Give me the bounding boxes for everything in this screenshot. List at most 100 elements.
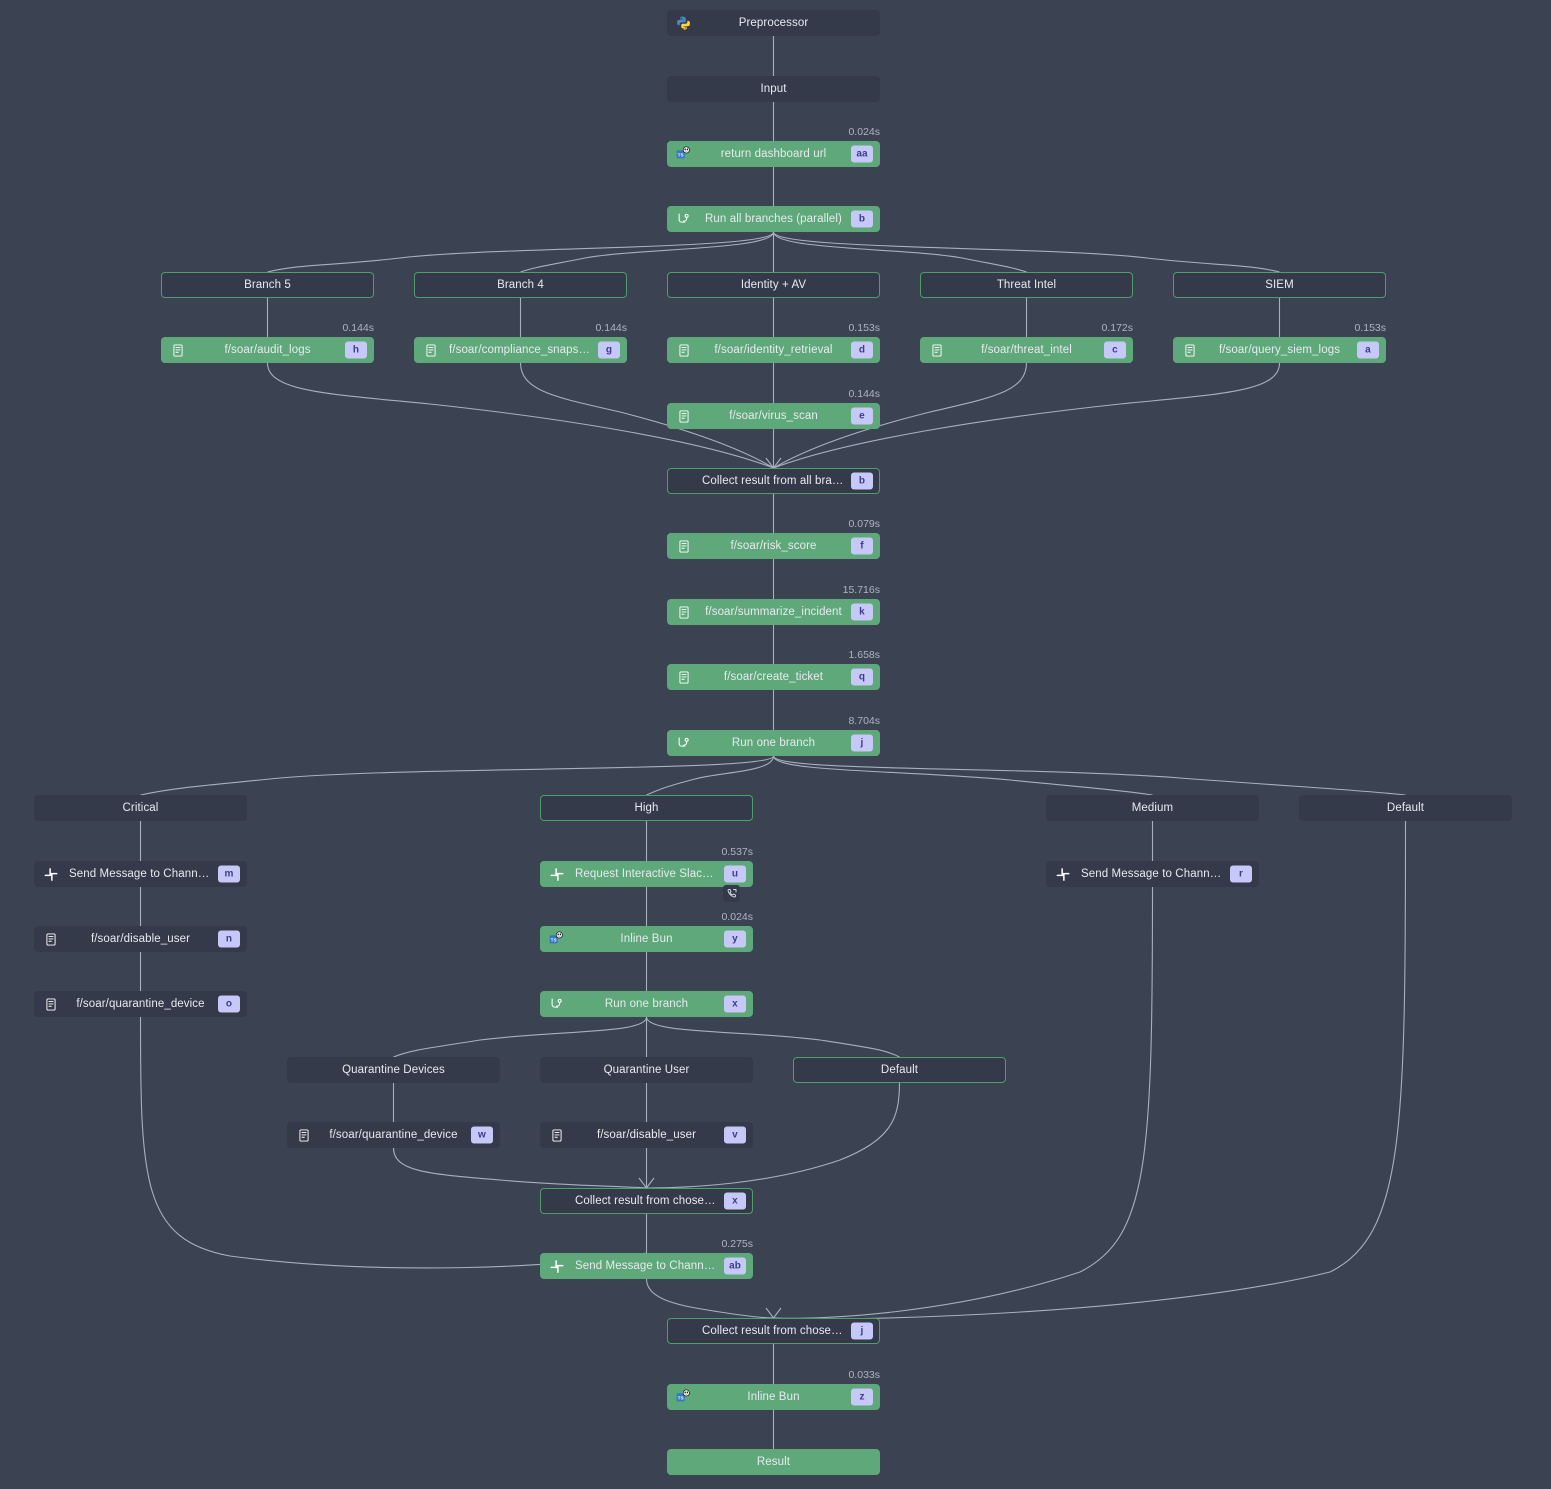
node-duration: 1.658s — [848, 649, 880, 661]
workflow-node-siem_branch[interactable]: SIEM — [1173, 272, 1386, 298]
workflow-node-run_one_branch_top[interactable]: Run one branch j — [667, 730, 880, 756]
script-icon — [423, 343, 438, 358]
workflow-node-default_top[interactable]: Default — [1299, 795, 1512, 821]
node-id-badge[interactable]: j — [851, 734, 873, 752]
workflow-node-preprocessor[interactable]: Preprocessor — [667, 10, 880, 36]
workflow-node-identity_retrieval[interactable]: f/soar/identity_retrieval d — [667, 337, 880, 363]
node-id-badge[interactable]: o — [218, 995, 240, 1013]
node-id-badge[interactable]: n — [218, 930, 240, 948]
node-label: Collect result from chosen branch — [702, 1325, 877, 1337]
workflow-node-virus_scan[interactable]: f/soar/virus_scan e — [667, 403, 880, 429]
node-id-badge[interactable]: b — [851, 210, 873, 228]
node-id-badge[interactable]: r — [1230, 865, 1252, 883]
node-id-badge[interactable]: m — [218, 865, 240, 883]
node-label: f/soar/identity_retrieval — [714, 344, 833, 356]
workflow-node-branch5[interactable]: Branch 5 — [161, 272, 374, 298]
workflow-node-create_ticket[interactable]: f/soar/create_ticket q — [667, 664, 880, 690]
node-duration: 15.716s — [842, 584, 880, 596]
node-id-badge[interactable]: v — [724, 1126, 746, 1144]
workflow-node-input[interactable]: Input — [667, 76, 880, 102]
workflow-node-slack_approval[interactable]: Request Interactive Slack Appro... u — [540, 861, 753, 887]
svg-text:TS: TS — [678, 1396, 684, 1401]
node-id-badge[interactable]: ab — [724, 1257, 746, 1275]
node-id-badge[interactable]: q — [851, 668, 873, 686]
workflow-node-slack_critical[interactable]: Send Message to Channel (slack) m — [34, 861, 247, 887]
node-label: f/soar/create_ticket — [723, 671, 824, 683]
node-id-badge[interactable]: c — [1104, 341, 1126, 359]
node-duration: 0.275s — [721, 1238, 753, 1250]
workflow-node-collect_chosen_top[interactable]: Collect result from chosen branch j — [667, 1318, 880, 1344]
node-label: Default — [880, 1064, 919, 1076]
node-label: f/soar/threat_intel — [981, 344, 1072, 356]
node-label: Run all branches (parallel) — [705, 213, 842, 225]
workflow-node-run_one_branch_inner[interactable]: Run one branch x — [540, 991, 753, 1017]
workflow-node-inline_bun_final[interactable]: TS Inline Bun z — [667, 1384, 880, 1410]
workflow-node-threat_intel_branch[interactable]: Threat Intel — [920, 272, 1133, 298]
workflow-node-critical[interactable]: Critical — [34, 795, 247, 821]
node-id-badge[interactable]: y — [724, 930, 746, 948]
node-label: Collect result from all branches — [702, 475, 864, 487]
node-duration: 0.024s — [721, 911, 753, 923]
workflow-node-compliance_snapshot[interactable]: f/soar/compliance_snapshot g — [414, 337, 627, 363]
node-label: Result — [756, 1456, 791, 1468]
node-label: f/soar/risk_score — [730, 540, 817, 552]
node-id-badge[interactable]: e — [851, 407, 873, 425]
workflow-node-return_dashboard_url[interactable]: TS return dashboard url aa — [667, 141, 880, 167]
node-id-badge[interactable]: aa — [851, 145, 873, 163]
workflow-node-default_inner[interactable]: Default — [793, 1057, 1006, 1083]
workflow-node-disable_user_crit[interactable]: f/soar/disable_user n — [34, 926, 247, 952]
workflow-node-quarantine_user[interactable]: Quarantine User — [540, 1057, 753, 1083]
workflow-node-slack_final[interactable]: Send Message to Channel (sla... ab — [540, 1253, 753, 1279]
node-id-badge[interactable]: b — [851, 472, 873, 490]
workflow-node-audit_logs[interactable]: f/soar/audit_logs h — [161, 337, 374, 363]
node-id-badge[interactable]: x — [724, 1192, 746, 1210]
script-icon — [676, 605, 691, 620]
workflow-node-quarantine_devices[interactable]: Quarantine Devices — [287, 1057, 500, 1083]
workflow-node-summarize_incident[interactable]: f/soar/summarize_incident k — [667, 599, 880, 625]
workflow-node-collect_all[interactable]: Collect result from all branches b — [667, 468, 880, 494]
svg-text:TS: TS — [551, 938, 557, 943]
workflow-node-run_all_branches[interactable]: Run all branches (parallel) b — [667, 206, 880, 232]
node-id-badge[interactable]: z — [851, 1388, 873, 1406]
node-id-badge[interactable]: f — [851, 537, 873, 555]
node-id-badge[interactable]: a — [1357, 341, 1379, 359]
workflow-node-collect_chosen_inner[interactable]: Collect result from chosen branch x — [540, 1188, 753, 1214]
workflow-node-branch4[interactable]: Branch 4 — [414, 272, 627, 298]
workflow-node-threat_intel[interactable]: f/soar/threat_intel c — [920, 337, 1133, 363]
node-duration: 0.144s — [595, 322, 627, 334]
workflow-node-query_siem_logs[interactable]: f/soar/query_siem_logs a — [1173, 337, 1386, 363]
svg-text:TS: TS — [678, 153, 684, 158]
workflow-node-identity_av[interactable]: Identity + AV — [667, 272, 880, 298]
node-label: Run one branch — [604, 998, 689, 1010]
workflow-node-quarantine_device_crit[interactable]: f/soar/quarantine_device o — [34, 991, 247, 1017]
node-label: Threat Intel — [996, 279, 1057, 291]
workflow-node-result[interactable]: Result — [667, 1449, 880, 1475]
node-duration: 0.079s — [848, 518, 880, 530]
python-icon — [676, 16, 691, 31]
node-id-badge[interactable]: k — [851, 603, 873, 621]
node-id-badge[interactable]: w — [471, 1126, 493, 1144]
workflow-node-slack_medium[interactable]: Send Message to Channel (slack) r — [1046, 861, 1259, 887]
node-id-badge[interactable]: h — [345, 341, 367, 359]
workflow-node-quarantine_device_w[interactable]: f/soar/quarantine_device w — [287, 1122, 500, 1148]
node-duration: 0.033s — [848, 1369, 880, 1381]
workflow-node-risk_score[interactable]: f/soar/risk_score f — [667, 533, 880, 559]
workflow-node-inline_bun_high[interactable]: TS Inline Bun y — [540, 926, 753, 952]
node-label: Quarantine User — [603, 1064, 690, 1076]
node-label: Preprocessor — [738, 17, 809, 29]
node-id-badge[interactable]: d — [851, 341, 873, 359]
node-id-badge[interactable]: x — [724, 995, 746, 1013]
node-id-badge[interactable]: u — [724, 865, 746, 883]
node-id-badge[interactable]: g — [598, 341, 620, 359]
node-label: f/soar/disable_user — [596, 1129, 697, 1141]
node-label: Request Interactive Slack Appro... — [575, 868, 752, 880]
node-suspend-badge[interactable] — [723, 885, 740, 902]
node-duration: 0.144s — [342, 322, 374, 334]
workflow-node-medium[interactable]: Medium — [1046, 795, 1259, 821]
workflow-node-disable_user_v[interactable]: f/soar/disable_user v — [540, 1122, 753, 1148]
node-id-badge[interactable]: j — [851, 1322, 873, 1340]
workflow-node-high[interactable]: High — [540, 795, 753, 821]
script-icon — [676, 343, 691, 358]
node-label: f/soar/quarantine_device — [76, 998, 205, 1010]
